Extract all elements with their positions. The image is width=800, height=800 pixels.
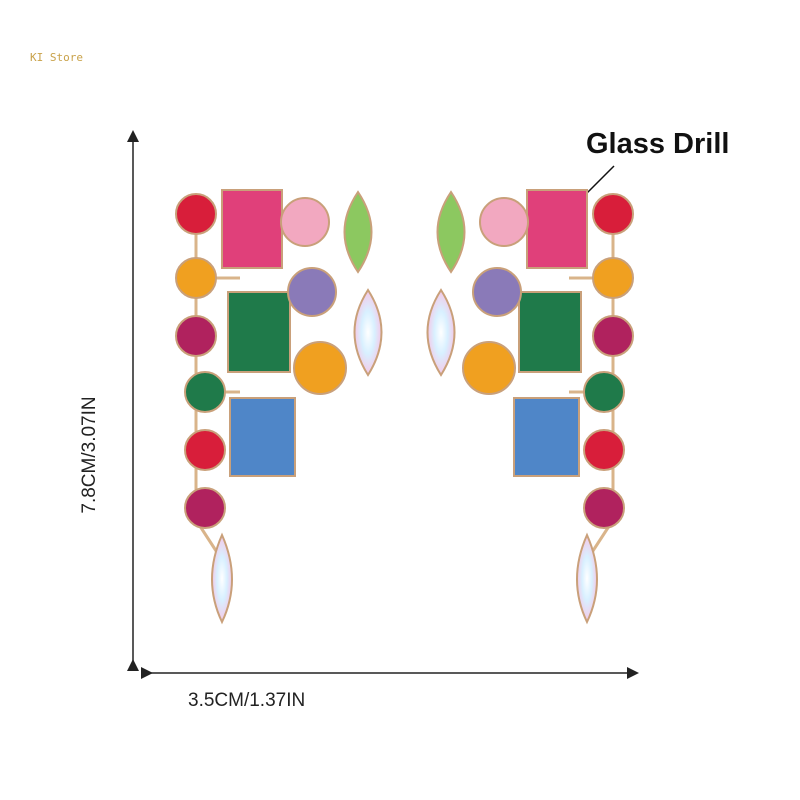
width-label: 3.5CM/1.37IN — [188, 690, 306, 711]
height-label: 7.8CM/3.07IN — [79, 396, 100, 514]
glass-drill-label: Glass Drill — [586, 128, 730, 160]
store-watermark: KI Store — [30, 51, 83, 64]
earring-right — [426, 188, 635, 624]
earring-left — [175, 189, 383, 625]
